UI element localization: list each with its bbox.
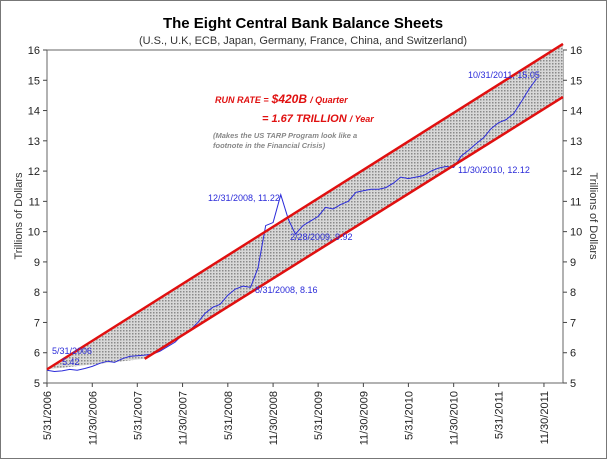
trend-line — [144, 95, 564, 360]
point-annotation: 11/30/2010, 12.12 — [458, 165, 530, 175]
run-rate-year-unit: / Year — [349, 114, 375, 124]
y-tick-label: 16 — [28, 45, 40, 57]
point-annotation: 2/28/2009, 9.92 — [290, 232, 353, 242]
y-tick-label: 11 — [29, 196, 40, 208]
point-annotation: 8/31/2008, 8.16 — [255, 285, 318, 295]
trend-line — [46, 42, 564, 371]
y-tick-label: 9 — [34, 257, 40, 269]
y-tick-label: 8 — [34, 287, 40, 299]
x-tick-label: 5/31/2011 — [494, 391, 506, 439]
y2-tick-label: 7 — [570, 317, 576, 329]
x-tick-label: 5/31/2009 — [313, 391, 325, 440]
chart-title: The Eight Central Bank Balance Sheets — [163, 15, 443, 32]
x-tick-label: 11/30/2008 — [268, 391, 280, 445]
run-rate-year-value: = 1.67 TRILLION — [262, 113, 348, 125]
y-tick-label: 15 — [28, 75, 40, 87]
y2-tick-label: 13 — [570, 136, 582, 148]
x-tick-label: 5/31/2010 — [403, 391, 415, 440]
x-tick-label: 11/30/2006 — [87, 391, 99, 445]
x-tick-label: 11/30/2007 — [178, 391, 190, 445]
y2-tick-label: 5 — [570, 378, 576, 390]
y-tick-label: 5 — [34, 378, 40, 390]
note: (Makes the US TARP Program look like a — [213, 131, 357, 140]
point-annotation: 5/31/2006 — [52, 346, 92, 356]
run-rate: RUN RATE = $420B / Quarter — [215, 92, 348, 106]
y2-tick-label: 15 — [570, 75, 582, 87]
run-rate-value: $420B — [271, 92, 308, 106]
y-tick-label: 13 — [28, 136, 40, 148]
run-rate-unit: / Quarter — [309, 95, 348, 105]
y-tick-label: 14 — [28, 106, 40, 118]
y2-tick-label: 8 — [570, 287, 576, 299]
y2-tick-label: 9 — [570, 257, 576, 269]
y2-tick-label: 12 — [570, 166, 582, 178]
x-tick-label: 5/31/2006 — [42, 391, 54, 440]
x-tick-label: 5/31/2008 — [223, 391, 235, 440]
y-tick-label: 6 — [34, 348, 40, 360]
y2-axis-label: Trillions of Dollars — [587, 172, 599, 260]
chart-subtitle: (U.S., U.K, ECB, Japan, Germany, France,… — [139, 35, 467, 47]
x-tick-label: 11/30/2010 — [449, 391, 461, 445]
y-tick-label: 12 — [28, 166, 40, 178]
x-tick-label: 5/31/2007 — [132, 391, 144, 440]
note: footnote in the Financial Crisis) — [213, 141, 326, 150]
run-rate-year: = 1.67 TRILLION / Year — [262, 113, 374, 125]
x-tick-label: 11/30/2011 — [539, 391, 551, 444]
run-rate-label: RUN RATE = — [215, 95, 269, 105]
y-axis-label: Trillions of Dollars — [13, 172, 25, 260]
x-tick-label: 11/30/2009 — [358, 391, 370, 445]
y2-tick-label: 6 — [570, 348, 576, 360]
y-tick-label: 7 — [34, 317, 40, 329]
y2-tick-label: 10 — [570, 227, 582, 239]
y2-tick-label: 16 — [570, 45, 582, 57]
point-annotation: 10/31/2011, 15.05 — [468, 70, 540, 80]
y2-tick-label: 14 — [570, 106, 582, 118]
point-annotation: 12/31/2008, 11.22 — [208, 193, 280, 203]
point-annotation: 5.42 — [62, 357, 80, 367]
y-tick-label: 10 — [28, 227, 40, 239]
y2-tick-label: 11 — [570, 196, 581, 208]
